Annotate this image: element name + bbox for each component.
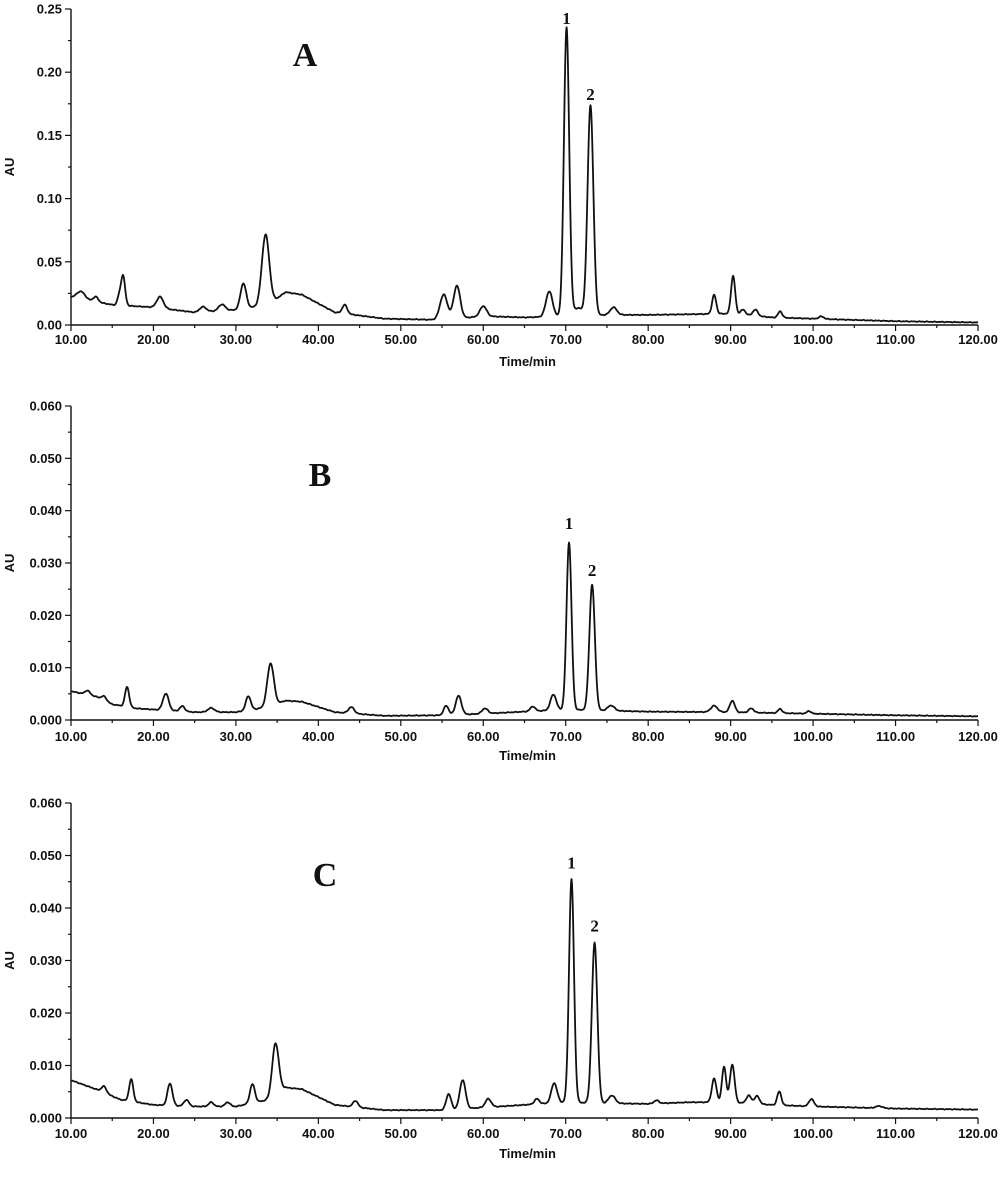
x-tick-label: 60.00 xyxy=(467,332,500,347)
y-tick-label: 0.000 xyxy=(29,1111,62,1126)
y-tick-label: 0.020 xyxy=(29,608,62,623)
y-tick-label: 0.040 xyxy=(29,503,62,518)
panel-letter: C xyxy=(313,857,338,894)
x-tick-label: 80.00 xyxy=(632,332,665,347)
x-axis-title: Time/min xyxy=(499,1146,556,1161)
x-tick-label: 60.00 xyxy=(467,729,500,744)
y-axis-title: AU xyxy=(2,951,17,970)
peak-label: 1 xyxy=(567,854,576,873)
x-tick-label: 70.00 xyxy=(549,729,582,744)
y-tick-label: 0.15 xyxy=(37,128,62,143)
x-tick-label: 20.00 xyxy=(137,729,170,744)
x-tick-label: 110.00 xyxy=(876,1126,915,1141)
x-tick-label: 40.00 xyxy=(302,729,335,744)
y-axis-title: AU xyxy=(2,158,17,177)
chart-panel-c: 10.00 20.00 30.00 40.00 50.00 60.00 70.00 80.00… xyxy=(2,796,998,1162)
x-tick-label: 30.00 xyxy=(220,1126,253,1141)
x-axis-title: Time/min xyxy=(499,354,556,369)
x-tick-label: 80.00 xyxy=(632,1126,665,1141)
y-tick-label: 0.060 xyxy=(29,399,62,414)
panel-letter: B xyxy=(309,457,332,494)
x-tick-label: 10.00 xyxy=(55,332,88,347)
y-tick-label: 0.010 xyxy=(29,1058,62,1073)
x-tick-label: 100.00 xyxy=(793,1126,833,1141)
y-tick-label: 0.00 xyxy=(37,318,62,333)
y-tick-label: 0.060 xyxy=(29,796,62,811)
x-tick-label: 100.00 xyxy=(793,332,833,347)
y-tick-label: 0.10 xyxy=(37,191,62,206)
x-tick-label: 80.00 xyxy=(632,729,665,744)
y-axis-title: AU xyxy=(2,554,17,573)
chromatogram-trace xyxy=(70,26,979,324)
x-tick-label: 100.00 xyxy=(793,729,833,744)
x-tick-label: 30.00 xyxy=(220,332,253,347)
x-axis-title: Time/min xyxy=(499,748,556,763)
chromatogram-trace xyxy=(70,541,979,718)
y-tick-label: 0.040 xyxy=(29,901,62,916)
y-tick-label: 0.030 xyxy=(29,953,62,968)
y-tick-label: 0.000 xyxy=(29,713,62,728)
x-tick-label: 90.00 xyxy=(714,1126,747,1141)
x-tick-label: 70.00 xyxy=(549,1126,582,1141)
x-tick-label: 20.00 xyxy=(137,1126,170,1141)
x-tick-label: 40.00 xyxy=(302,332,335,347)
x-tick-label: 120.00 xyxy=(958,332,998,347)
x-tick-label: 90.00 xyxy=(714,332,747,347)
y-tick-label: 0.050 xyxy=(29,451,62,466)
x-tick-label: 10.00 xyxy=(55,1126,88,1141)
x-tick-label: 70.00 xyxy=(549,332,582,347)
y-tick-label: 0.25 xyxy=(37,2,62,17)
peak-label: 1 xyxy=(565,514,574,533)
x-tick-label: 50.00 xyxy=(385,729,418,744)
y-tick-label: 0.05 xyxy=(37,254,62,269)
y-tick-label: 0.20 xyxy=(37,65,62,80)
x-tick-label: 60.00 xyxy=(467,1126,500,1141)
peak-label: 2 xyxy=(586,85,595,104)
x-tick-label: 20.00 xyxy=(137,332,170,347)
x-tick-label: 30.00 xyxy=(220,729,253,744)
x-tick-label: 90.00 xyxy=(714,729,747,744)
x-tick-label: 110.00 xyxy=(876,729,915,744)
x-tick-label: 120.00 xyxy=(958,729,998,744)
x-tick-label: 50.00 xyxy=(385,1126,418,1141)
x-tick-label: 110.00 xyxy=(876,332,915,347)
y-tick-label: 0.020 xyxy=(29,1006,62,1021)
chromatogram-trace xyxy=(70,878,979,1112)
chart-panel-b: 10.00 20.00 30.00 40.00 50.00 60.00 70.00 80.00… xyxy=(2,399,998,764)
peak-label: 2 xyxy=(588,561,597,580)
x-tick-label: 50.00 xyxy=(385,332,418,347)
panel-letter: A xyxy=(293,37,318,74)
peak-label: 2 xyxy=(590,917,599,936)
y-tick-label: 0.010 xyxy=(29,660,62,675)
y-tick-label: 0.030 xyxy=(29,556,62,571)
x-tick-label: 10.00 xyxy=(55,729,88,744)
y-tick-label: 0.050 xyxy=(29,848,62,863)
x-tick-label: 120.00 xyxy=(958,1126,998,1141)
chart-panel-a: 10.00 20.00 30.00 40.00 50.00 60.00 70.00 80.00… xyxy=(2,2,998,370)
x-tick-label: 40.00 xyxy=(302,1126,335,1141)
peak-label: 1 xyxy=(562,9,571,28)
